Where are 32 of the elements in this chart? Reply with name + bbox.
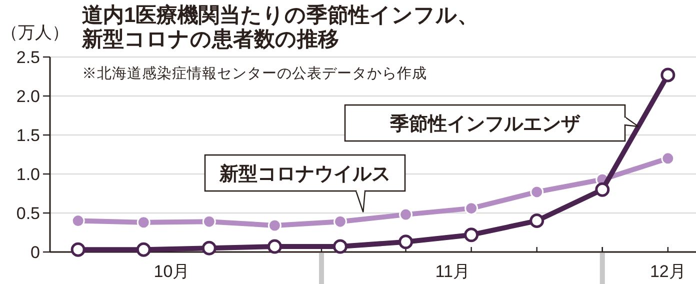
y-tick-label: 1.0 — [16, 165, 40, 184]
x-tick-label: 12月 — [650, 262, 686, 281]
y-tick-label: 0 — [30, 243, 40, 262]
point — [333, 214, 347, 228]
y-tick-label: 1.5 — [16, 126, 40, 145]
point — [268, 218, 282, 232]
point — [399, 208, 413, 222]
chart-title: 道内1医療機関当たりの季節性インフル、新型コロナの患者数の推移 — [81, 3, 479, 51]
point — [660, 68, 676, 82]
point — [530, 214, 544, 228]
point — [332, 239, 348, 254]
point — [267, 239, 282, 254]
annotation: ※北海道感染症情報センターの公表データから作成 — [82, 65, 427, 82]
point — [530, 185, 544, 199]
point — [595, 182, 610, 197]
y-axis-title: （万人） — [1, 23, 69, 42]
y-tick-label: 0.5 — [16, 204, 40, 223]
point — [70, 242, 86, 257]
y-tick-label: 2.5 — [16, 48, 40, 67]
point — [71, 214, 85, 228]
x-tick-label: 10月 — [154, 262, 190, 281]
point — [136, 216, 150, 230]
point — [661, 152, 675, 166]
y-tick-label: 2.0 — [16, 87, 40, 106]
point — [464, 228, 479, 242]
series-label: 新型コロナウイルス — [218, 163, 390, 185]
x-tick-label: 11月 — [435, 262, 470, 281]
point — [398, 234, 414, 250]
point — [136, 242, 151, 257]
point — [202, 240, 216, 256]
point — [464, 202, 478, 216]
point — [202, 214, 216, 228]
